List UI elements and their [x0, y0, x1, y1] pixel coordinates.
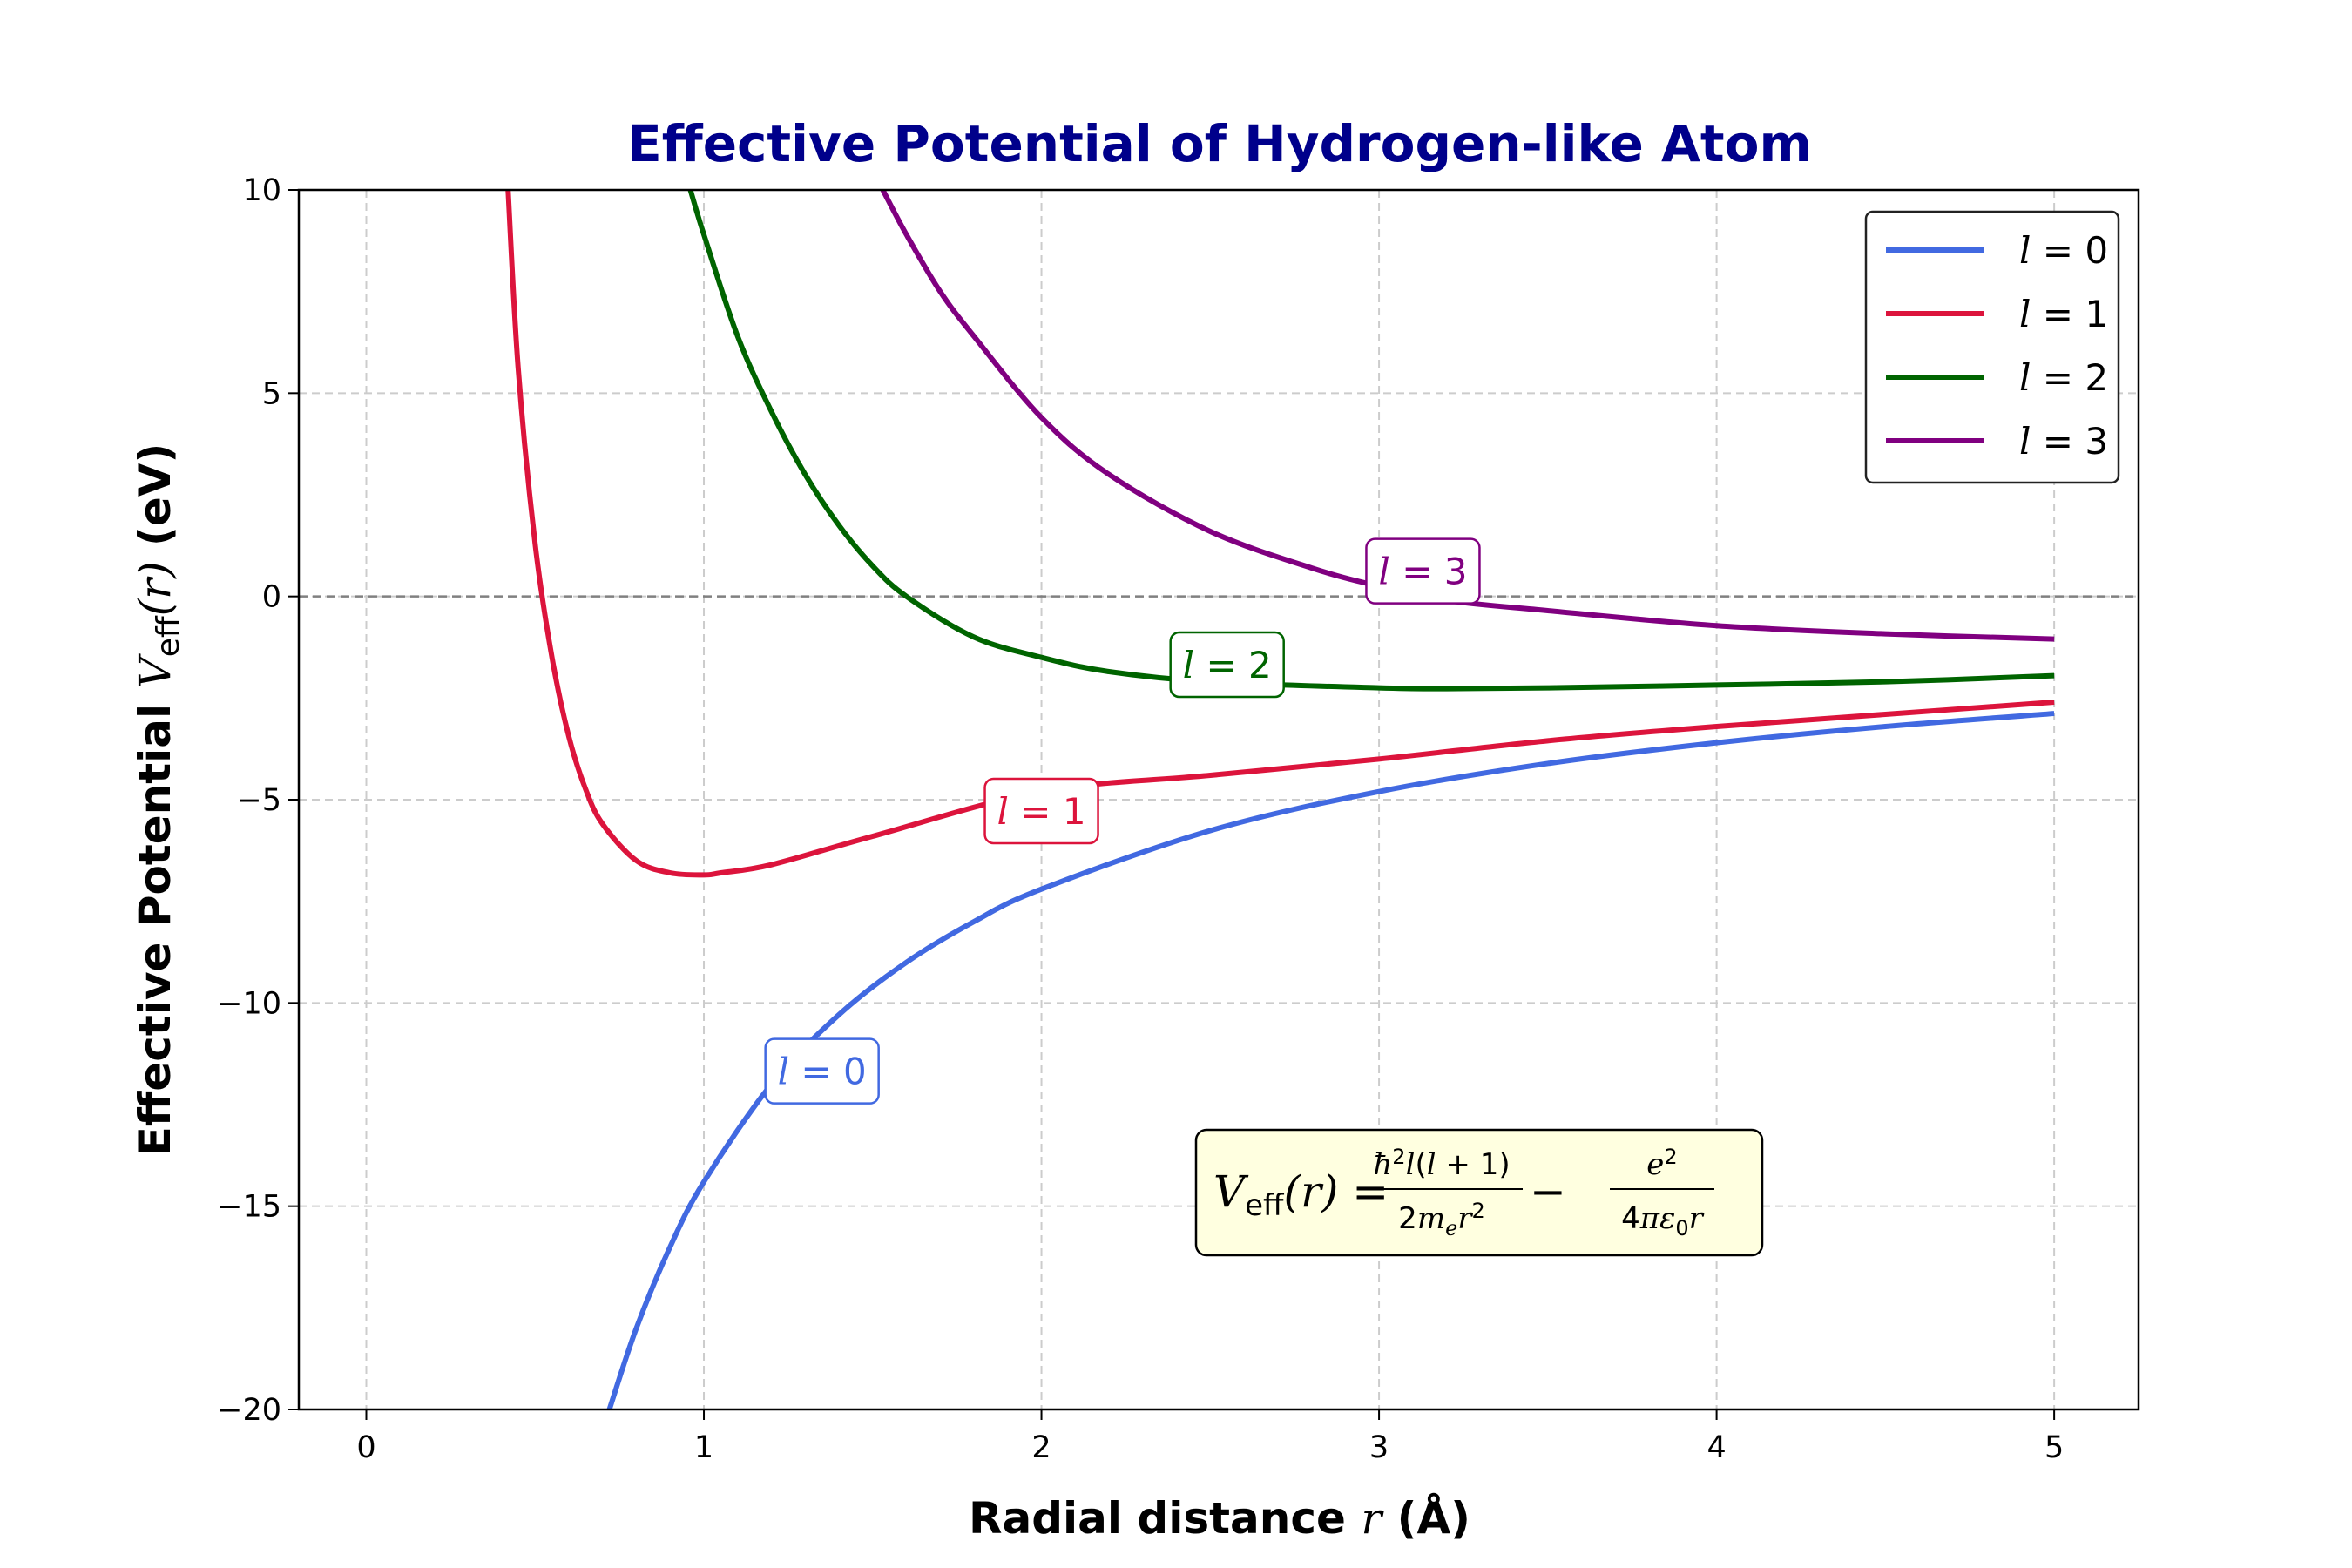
curve-labels: l = 0 l = 1 l = 2 l = 3: [764, 537, 1481, 1105]
y-tick-label: −10: [217, 986, 281, 1021]
curve-label-l2: l = 2: [1169, 631, 1285, 699]
chart-title: Effective Potential of Hydrogen-like Ato…: [627, 114, 1812, 173]
formula-denominator-1: 2mer2: [1398, 1199, 1485, 1240]
y-tick-label: 0: [262, 580, 281, 615]
curves: [505, 190, 2055, 1409]
svg-text:l = 1: l = 1: [997, 790, 1086, 833]
x-tick-label: 1: [694, 1430, 713, 1465]
x-tick-label: 2: [1031, 1430, 1051, 1465]
formula-denominator-2: 4πε0r: [1621, 1201, 1705, 1240]
y-tick-label: −5: [236, 783, 281, 818]
x-tick-label: 3: [1369, 1430, 1389, 1465]
svg-text:l = 2: l = 2: [1183, 644, 1272, 686]
curve-l0: [606, 711, 2055, 1409]
legend-box: [1864, 210, 2120, 484]
formula-minus: −: [1530, 1166, 1566, 1217]
x-tick-label: 0: [356, 1430, 375, 1465]
formula-numerator-2: e2: [1646, 1145, 1677, 1182]
y-tick-label: 10: [242, 173, 281, 208]
svg-text:l = 3: l = 3: [1378, 551, 1467, 593]
y-tick-label: 5: [262, 376, 281, 411]
legend: l = 0 l = 1 l = 2 l = 3: [1864, 210, 2120, 484]
x-tick-label: 5: [2044, 1430, 2064, 1465]
svg-text:l = 2: l = 2: [2019, 356, 2108, 399]
svg-text:l = 0: l = 0: [2019, 229, 2108, 272]
y-tick-label: −15: [217, 1190, 281, 1225]
formula-box: Veff(r) = ħ2l(l + 1) 2mer2 − e2 4πε0r: [1194, 1128, 1764, 1257]
curve-label-l0: l = 0: [764, 1037, 880, 1105]
formula-numerator-1: ħ2l(l + 1): [1373, 1145, 1510, 1182]
svg-text:l = 0: l = 0: [778, 1051, 867, 1093]
axis-ticks: 0 1 2 3 4 5 10 5 0 −5 −10 −15 −20: [217, 173, 2064, 1465]
y-axis-label: Effective Potential Veff(r) (eV): [130, 443, 186, 1157]
svg-text:l = 1: l = 1: [2019, 293, 2108, 335]
curve-l2: [687, 190, 2055, 692]
formula-lhs: Veff(r) =: [1213, 1166, 1389, 1223]
legend-item: l = 2: [1886, 356, 2108, 399]
legend-item: l = 1: [1886, 293, 2108, 335]
legend-item: l = 0: [1886, 229, 2108, 272]
legend-item: l = 3: [1886, 420, 2108, 463]
x-axis-label: Radial distance r (Å): [969, 1492, 1470, 1544]
x-tick-label: 4: [1707, 1430, 1726, 1465]
curve-l1: [505, 190, 2055, 878]
curve-label-l3: l = 3: [1365, 537, 1481, 605]
svg-text:l = 3: l = 3: [2019, 420, 2108, 463]
curve-l3: [880, 190, 2055, 642]
curve-label-l1: l = 1: [983, 777, 1099, 845]
y-tick-label: −20: [217, 1393, 281, 1428]
plot-area-frame: [297, 188, 2140, 1411]
